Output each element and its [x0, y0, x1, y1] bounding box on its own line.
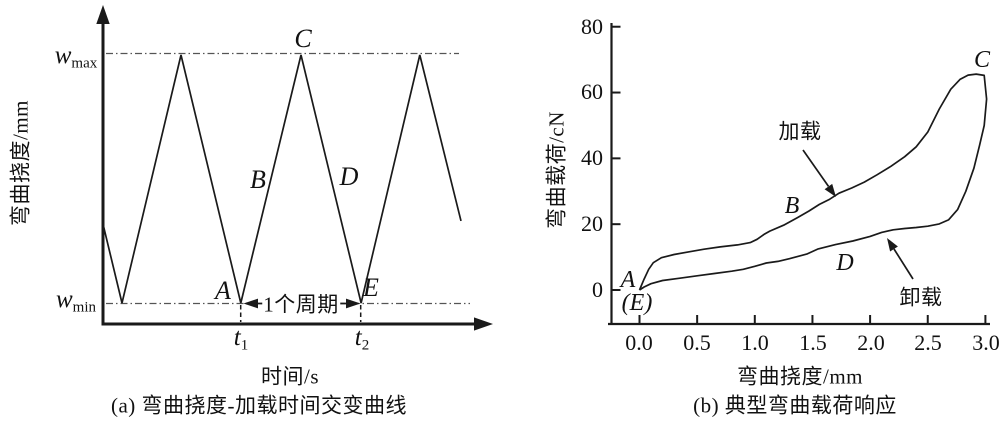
a-wmin-label: wmin	[55, 285, 97, 316]
b-loading-arrow-shaft	[802, 149, 830, 187]
b-x-tick-2.0: 2.0	[857, 330, 885, 355]
a-t2-label: t2	[354, 323, 370, 354]
a-x-axis-label: 时间/s	[260, 364, 320, 389]
b-unloading-arrowhead-icon	[887, 238, 898, 252]
b-point-B-label: B	[784, 193, 800, 219]
a-point-B-label: B	[250, 165, 266, 194]
a-point-D-label: D	[339, 162, 359, 191]
b-x-axis-label: 弯曲挠度/mm	[736, 364, 864, 389]
a-y-axis-label: 弯曲挠度/mm	[8, 99, 33, 227]
a-caption: (a) 弯曲挠度-加载时间交变曲线	[110, 393, 408, 418]
b-load-deflection-loop	[638, 73, 988, 291]
b-y-tick-60: 60	[581, 79, 603, 104]
b-unloading-annotation-arrow	[887, 238, 914, 280]
b-loading-arrowhead-icon	[824, 183, 836, 197]
b-loading-annotation-arrow	[802, 149, 836, 197]
b-y-tick-0: 0	[592, 277, 603, 302]
b-x-tick-1.0: 1.0	[741, 330, 769, 355]
b-point-E-label: (E)	[621, 290, 653, 316]
b-point-A-label: A	[620, 267, 636, 293]
a-wmax-label: wmax	[54, 41, 98, 72]
a-period-label: 1个周期	[262, 292, 340, 317]
a-period-right-arrowhead-icon	[346, 298, 361, 309]
b-x-tick-0.0: 0.0	[625, 330, 653, 355]
b-loading-label: 加载	[778, 119, 822, 144]
a-y-axis-arrowhead-icon	[96, 5, 110, 24]
b-x-tick-2.5: 2.5	[914, 330, 942, 355]
panel-b-axes	[608, 23, 990, 326]
b-point-C-label: C	[973, 47, 991, 73]
b-y-tick-40: 40	[581, 145, 603, 170]
a-period-left-arrowhead-icon	[243, 298, 258, 309]
b-unloading-arrow-shaft	[893, 248, 914, 280]
a-x-axis-arrowhead-icon	[474, 317, 493, 331]
b-y-tick-80: 80	[581, 14, 603, 39]
b-axis-ticks	[611, 25, 987, 324]
a-t1-label: t1	[233, 323, 249, 354]
b-x-tick-3.0: 3.0	[972, 330, 1000, 355]
b-point-D-label: D	[836, 250, 854, 276]
b-y-axis-label: 弯曲载荷/cN	[544, 111, 569, 229]
b-x-tick-1.5: 1.5	[799, 330, 827, 355]
b-x-tick-0.5: 0.5	[683, 330, 711, 355]
a-point-A-label: A	[215, 276, 231, 305]
b-caption: (b) 典型弯曲载荷响应	[693, 393, 897, 418]
a-point-C-label: C	[294, 24, 312, 53]
a-deflection-waveform	[102, 54, 462, 304]
panel-a-axes	[96, 5, 493, 331]
b-y-tick-20: 20	[581, 211, 603, 236]
a-point-E-label: E	[363, 273, 379, 302]
b-unloading-label: 卸载	[899, 285, 943, 310]
